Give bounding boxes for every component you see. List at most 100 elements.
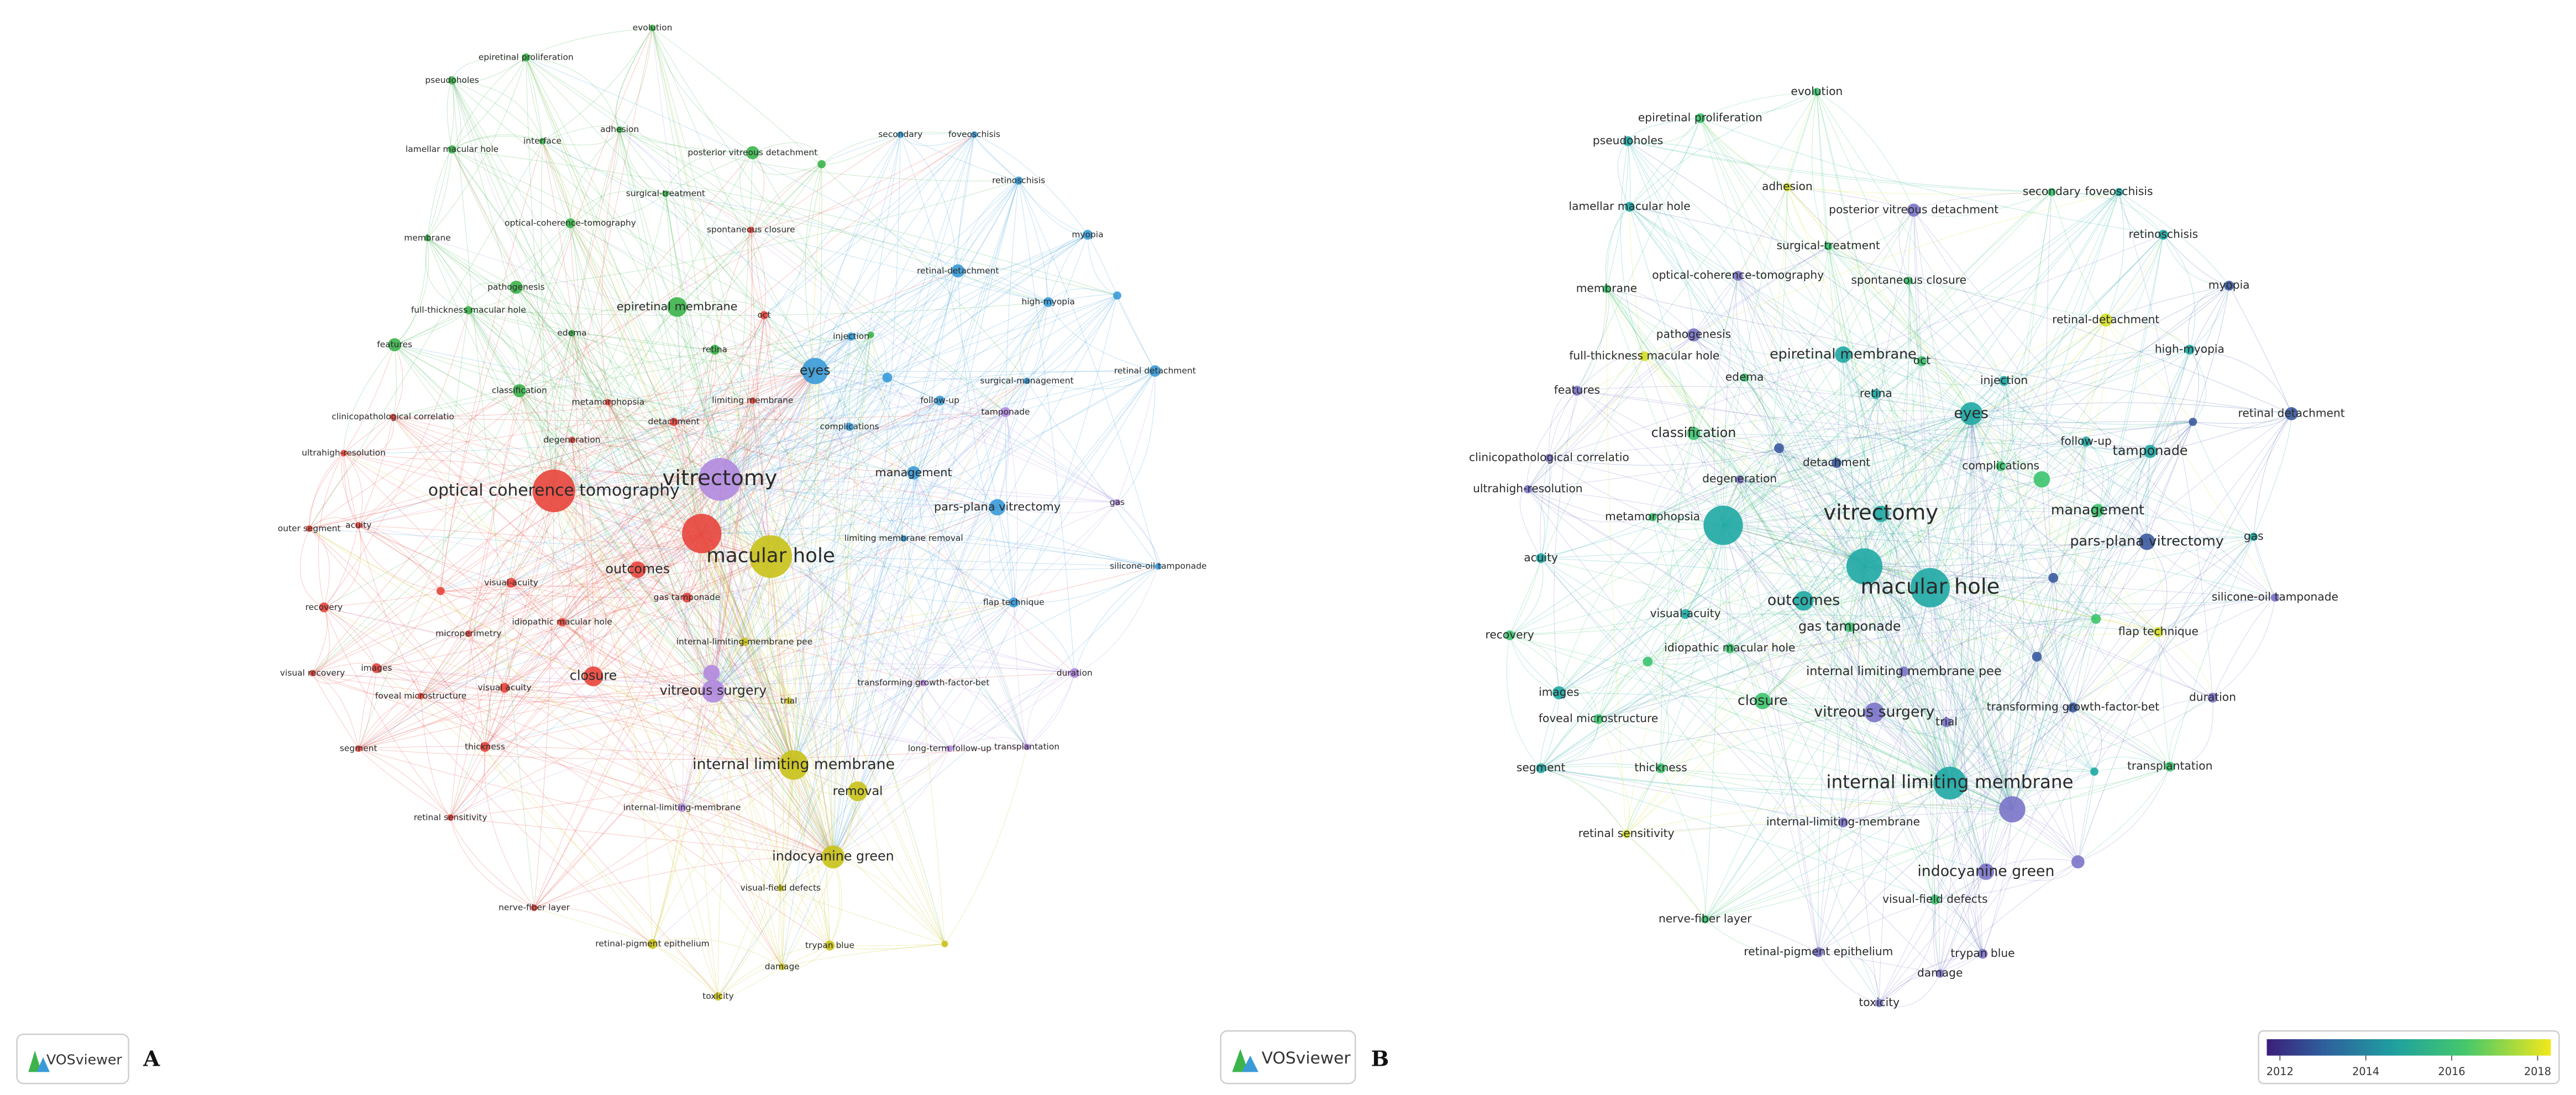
edge [1762,577,2054,702]
edge [770,371,816,557]
node [506,577,516,588]
edge [1913,210,2148,542]
node-label: damage [765,962,800,972]
edge [1876,361,1922,394]
edge [1738,246,1829,277]
node [2138,533,2155,550]
edge [1849,627,1905,672]
node [703,665,720,682]
logo-a[interactable]: VOSviewer [16,1033,129,1085]
edge [2105,320,2194,422]
edge [2150,285,2229,452]
edge [1723,525,1819,952]
edge [376,667,718,997]
edge [450,371,816,818]
node [746,146,759,160]
logo-text: VOSviewer [46,1052,122,1068]
edge [2073,707,2170,767]
edge [2003,381,2024,810]
edge [2000,381,2009,467]
edge [686,597,1075,673]
edge [534,371,816,908]
node [539,138,546,145]
edge [1628,141,1631,207]
edge [526,27,653,58]
edge [376,400,940,668]
node-label: pars-plana vitrectomy [2070,533,2224,549]
edge [1628,141,1930,588]
edge [701,400,940,534]
edge [1723,525,2054,578]
edge [713,691,858,792]
edge [681,371,816,808]
node [1999,796,2026,823]
node-label: high-myopia [2155,342,2225,355]
edge [542,141,678,307]
edge [1528,413,1971,490]
node [1523,485,1532,493]
edge [1971,413,2079,862]
edge [358,295,1118,749]
edge [1879,618,2096,1003]
edge [1628,118,1701,144]
edge [832,134,975,857]
edge [1693,334,1865,567]
edge [1705,809,2013,920]
edge [1647,661,1669,768]
edge [780,381,1027,888]
node [448,145,457,154]
edge [1048,288,1118,303]
node [1656,763,1666,773]
edge [713,691,950,749]
node [1624,202,1635,212]
edge [1762,701,2013,810]
edge [1528,489,1865,567]
edge [421,533,702,697]
edge [1828,246,1909,281]
edge [1818,394,1876,952]
node-label: retina [702,344,727,354]
edge [309,400,753,529]
edge [2077,771,2095,862]
edge [1816,92,2013,810]
edge [358,525,713,692]
edge [913,302,1049,473]
edge [312,672,833,857]
edge [1723,525,2213,698]
edge [2000,381,2013,467]
node-label: segment [1517,761,1566,774]
edge [1971,413,2159,633]
edge [452,80,554,491]
edge [504,622,563,688]
edge [562,569,638,623]
edge [1629,207,1645,356]
node-label: closure [1738,692,1788,708]
edge [821,134,901,165]
node-label: indocyanine green [1917,862,2054,880]
edge [1874,618,2096,713]
edge [1693,275,1739,335]
edge [394,344,998,508]
edge [526,57,833,857]
node [2091,504,2105,518]
edge [1913,210,1950,783]
edge [1693,433,2096,619]
edge [323,607,377,668]
edge [376,668,653,945]
edge [1922,361,2005,381]
edge [793,472,914,765]
edge [570,223,702,534]
node [897,131,904,138]
edge [793,335,872,765]
edge [1818,899,1935,952]
logo-b[interactable]: VOSviewer [1220,1030,1356,1085]
logo-icon [1242,1055,1259,1072]
edge [376,234,1088,668]
edge [593,371,816,677]
node [1643,656,1653,667]
edge [1549,390,1577,459]
edge [701,533,858,792]
edge [1949,413,1972,783]
edge [323,525,359,608]
edge [1723,525,2096,619]
